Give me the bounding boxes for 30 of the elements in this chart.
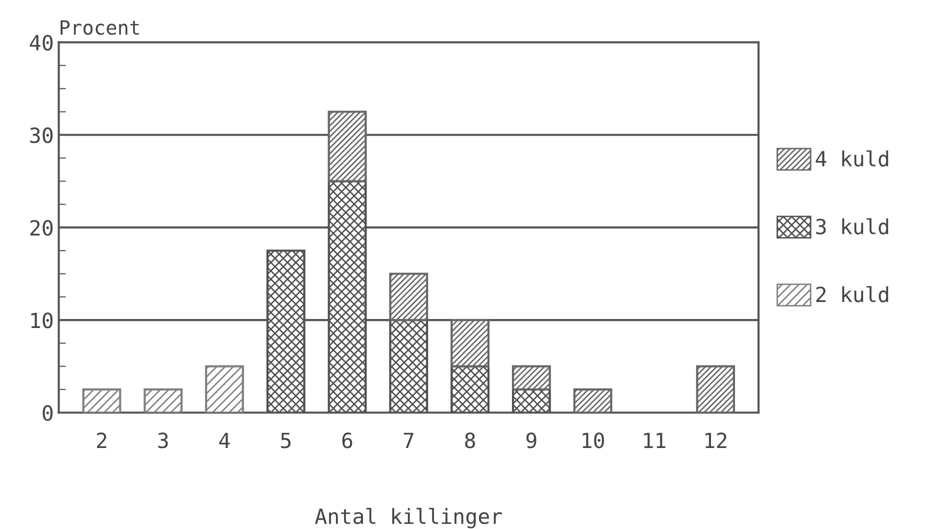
bar [450,319,490,368]
x-tick-label: 11 [644,432,666,448]
x-tick-label: 7 [404,432,414,448]
bar [696,365,736,413]
x-tick-label: 4 [219,432,230,448]
x-tick-label: 2 [97,432,106,448]
bar [82,388,122,413]
x-tick-label: 9 [526,432,536,448]
bar [205,365,244,413]
x-axis-title: Antal killinger [314,508,502,528]
x-tick-label: 3 [158,432,168,448]
x-tick-label: 6 [342,432,352,448]
x-tick-label: 12 [706,432,726,448]
x-tick-label: 5 [281,432,290,448]
legend-label: 2 kuld [816,286,888,302]
y-tick-label: 40 [30,34,53,51]
y-tick-label: 30 [30,127,53,144]
legend-label: 4 kuld [816,150,888,167]
y-tick-label: 10 [31,312,53,328]
bar [389,272,428,322]
y-tick-label: 20 [30,220,53,236]
legend-label: 3 kuld [816,218,888,234]
bar [573,388,612,413]
x-tick-label: 8 [465,432,475,448]
y-axis-title: Procent [60,20,139,35]
bar [512,365,551,391]
x-tick-label: 10 [582,432,604,448]
bar [328,110,367,182]
y-tick-label: 0 [42,405,53,421]
bar [144,388,183,413]
